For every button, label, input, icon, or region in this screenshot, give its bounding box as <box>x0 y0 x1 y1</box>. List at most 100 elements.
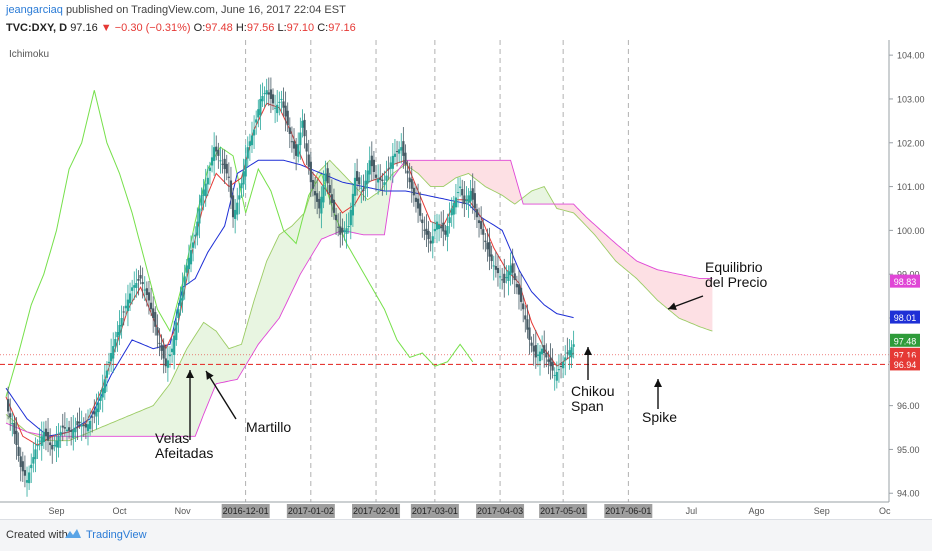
candle-body <box>160 344 163 351</box>
y-tick-label: 100.00 <box>897 226 925 236</box>
candle <box>440 211 443 239</box>
candle <box>259 84 262 130</box>
candle <box>40 421 43 461</box>
candle-body <box>97 402 100 413</box>
candle <box>200 187 203 212</box>
candle <box>23 455 27 488</box>
candle-body <box>452 203 455 215</box>
candle-body <box>116 332 119 338</box>
candle-body <box>55 440 58 448</box>
candle-body <box>173 335 176 356</box>
candle-body <box>221 163 224 165</box>
y-tick-label: 102.00 <box>897 138 925 148</box>
candle <box>408 162 411 189</box>
candle <box>377 164 380 195</box>
candle-body <box>389 162 392 169</box>
candle-body <box>295 144 298 156</box>
candle-body <box>271 94 275 104</box>
candle <box>238 182 241 215</box>
candle-body <box>185 265 188 273</box>
candle <box>84 413 87 440</box>
x-date-badge <box>286 504 335 518</box>
senkou-span-b-line <box>5 159 713 437</box>
candle <box>112 332 115 373</box>
candle-body <box>419 203 422 216</box>
candle <box>114 331 117 353</box>
candle-body <box>456 192 460 194</box>
candle-body <box>231 195 235 218</box>
price-chart[interactable]: 94.0095.0096.0097.0098.0099.00100.00101.… <box>0 40 932 519</box>
candle <box>549 343 552 380</box>
candle-body <box>192 242 195 248</box>
x-date-badge <box>604 504 653 518</box>
candle <box>46 418 50 453</box>
annotation-text: Chikou <box>571 383 615 399</box>
annotation: Spike <box>642 379 677 425</box>
candle <box>116 321 119 352</box>
candle <box>459 177 462 197</box>
candle-body <box>225 163 228 174</box>
candle <box>461 179 464 209</box>
x-tick-label: 2017-02-01 <box>353 506 399 516</box>
candle-body <box>431 236 434 244</box>
chart-header: jeangarciaq published on TradingView.com… <box>0 0 932 40</box>
candle-body <box>240 183 243 189</box>
candle-body <box>572 344 575 347</box>
candle <box>391 143 394 183</box>
candle-body <box>513 273 516 281</box>
candle-body <box>303 119 306 137</box>
candle <box>32 442 35 473</box>
candle <box>501 267 504 290</box>
candle-body <box>257 109 260 118</box>
candle-body <box>410 179 413 189</box>
indicator-label[interactable]: Ichimoku <box>9 49 49 60</box>
price-tag-bg <box>890 274 920 288</box>
candle <box>152 296 155 333</box>
candle-body <box>377 178 380 183</box>
candle-body <box>91 416 94 418</box>
candle <box>131 279 134 305</box>
candle <box>267 77 270 107</box>
candle <box>276 90 279 122</box>
candle-body <box>549 357 552 367</box>
symbol-name[interactable]: TVC:DXY, D <box>6 22 68 34</box>
candle <box>393 138 397 164</box>
candle-body <box>179 298 182 306</box>
x-date-badge <box>539 504 588 518</box>
tradingview-link[interactable]: TradingView <box>86 529 147 541</box>
candle <box>198 194 201 239</box>
candle-body <box>311 180 315 189</box>
candle <box>147 280 151 315</box>
candle-body <box>189 250 193 265</box>
author-link[interactable]: jeangarciaq <box>6 4 63 16</box>
candle-body <box>341 227 344 233</box>
candle-body <box>282 101 285 108</box>
candle-body <box>166 360 169 368</box>
candle-body <box>423 229 426 231</box>
candle <box>261 82 264 108</box>
low-value: 97.10 <box>286 22 315 34</box>
candle-body <box>248 141 251 146</box>
candle-body <box>326 168 329 184</box>
candle-body <box>170 348 174 353</box>
candle-body <box>345 228 348 234</box>
candle-body <box>307 154 310 167</box>
candle-body <box>416 198 420 209</box>
candle <box>183 264 186 300</box>
candle-body <box>154 312 157 327</box>
candle <box>105 361 109 392</box>
candle-body <box>149 302 153 310</box>
candle <box>360 175 363 204</box>
candle <box>189 235 193 273</box>
tradingview-logo-icon <box>65 529 81 538</box>
candle-body <box>547 359 550 362</box>
candle-body <box>19 456 22 467</box>
y-tick-label: 103.00 <box>897 94 925 104</box>
price-change: −0.30 (−0.31%) <box>114 22 191 34</box>
candle <box>290 126 294 153</box>
candle <box>145 281 148 307</box>
candle <box>55 426 58 462</box>
x-tick-label: Jul <box>686 506 698 516</box>
candle <box>347 212 350 234</box>
